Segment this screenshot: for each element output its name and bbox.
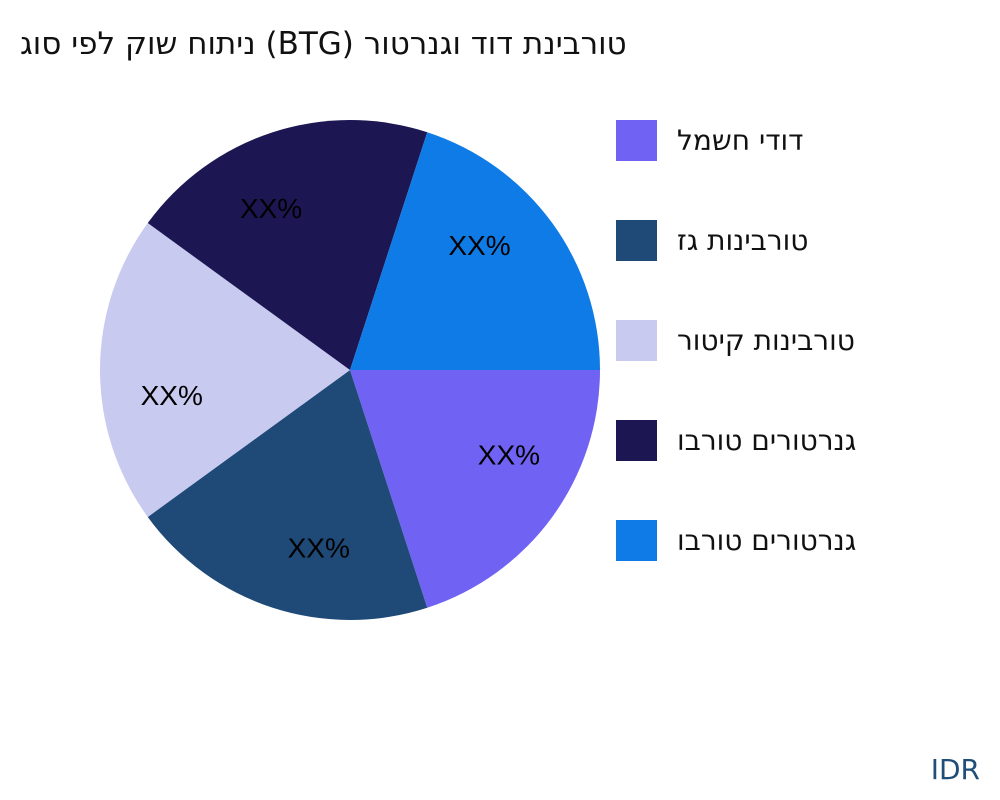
slice-label: XX% (141, 380, 203, 411)
pie-slice (147, 120, 428, 370)
legend-label: למשח ידוד (677, 123, 804, 157)
legend-item: וברוט םירוטרנג (616, 419, 857, 461)
chart-title: גוס יפל קוש חותינ (BTG) רוטרנגו דוד תניב… (20, 26, 627, 62)
legend-label: וברוט םירוטרנג (677, 523, 857, 557)
slice-label: XX% (448, 230, 510, 261)
legend-label: זג תוניברוט (677, 223, 809, 257)
legend-swatch (616, 419, 657, 461)
legend-label: וברוט םירוטרנג (677, 423, 857, 457)
pie-slice (350, 132, 600, 370)
legend-item: למשח ידוד (616, 119, 804, 161)
legend-item: זג תוניברוט (616, 219, 809, 261)
legend-label: רוטיק תוניברוט (677, 323, 855, 357)
pie-slice (147, 370, 428, 620)
legend-item: וברוט םירוטרנג (616, 519, 857, 561)
legend-swatch (616, 319, 657, 361)
slice-label: XX% (478, 440, 540, 471)
legend-swatch (616, 519, 657, 561)
slice-label: XX% (240, 193, 302, 224)
legend-swatch (616, 219, 657, 261)
brand-logo: IDR (930, 753, 980, 786)
legend-item: רוטיק תוניברוט (616, 319, 855, 361)
pie-slice (100, 223, 350, 517)
pie-slice (350, 370, 600, 608)
slice-label: XX% (288, 532, 350, 563)
legend-swatch (616, 119, 657, 161)
